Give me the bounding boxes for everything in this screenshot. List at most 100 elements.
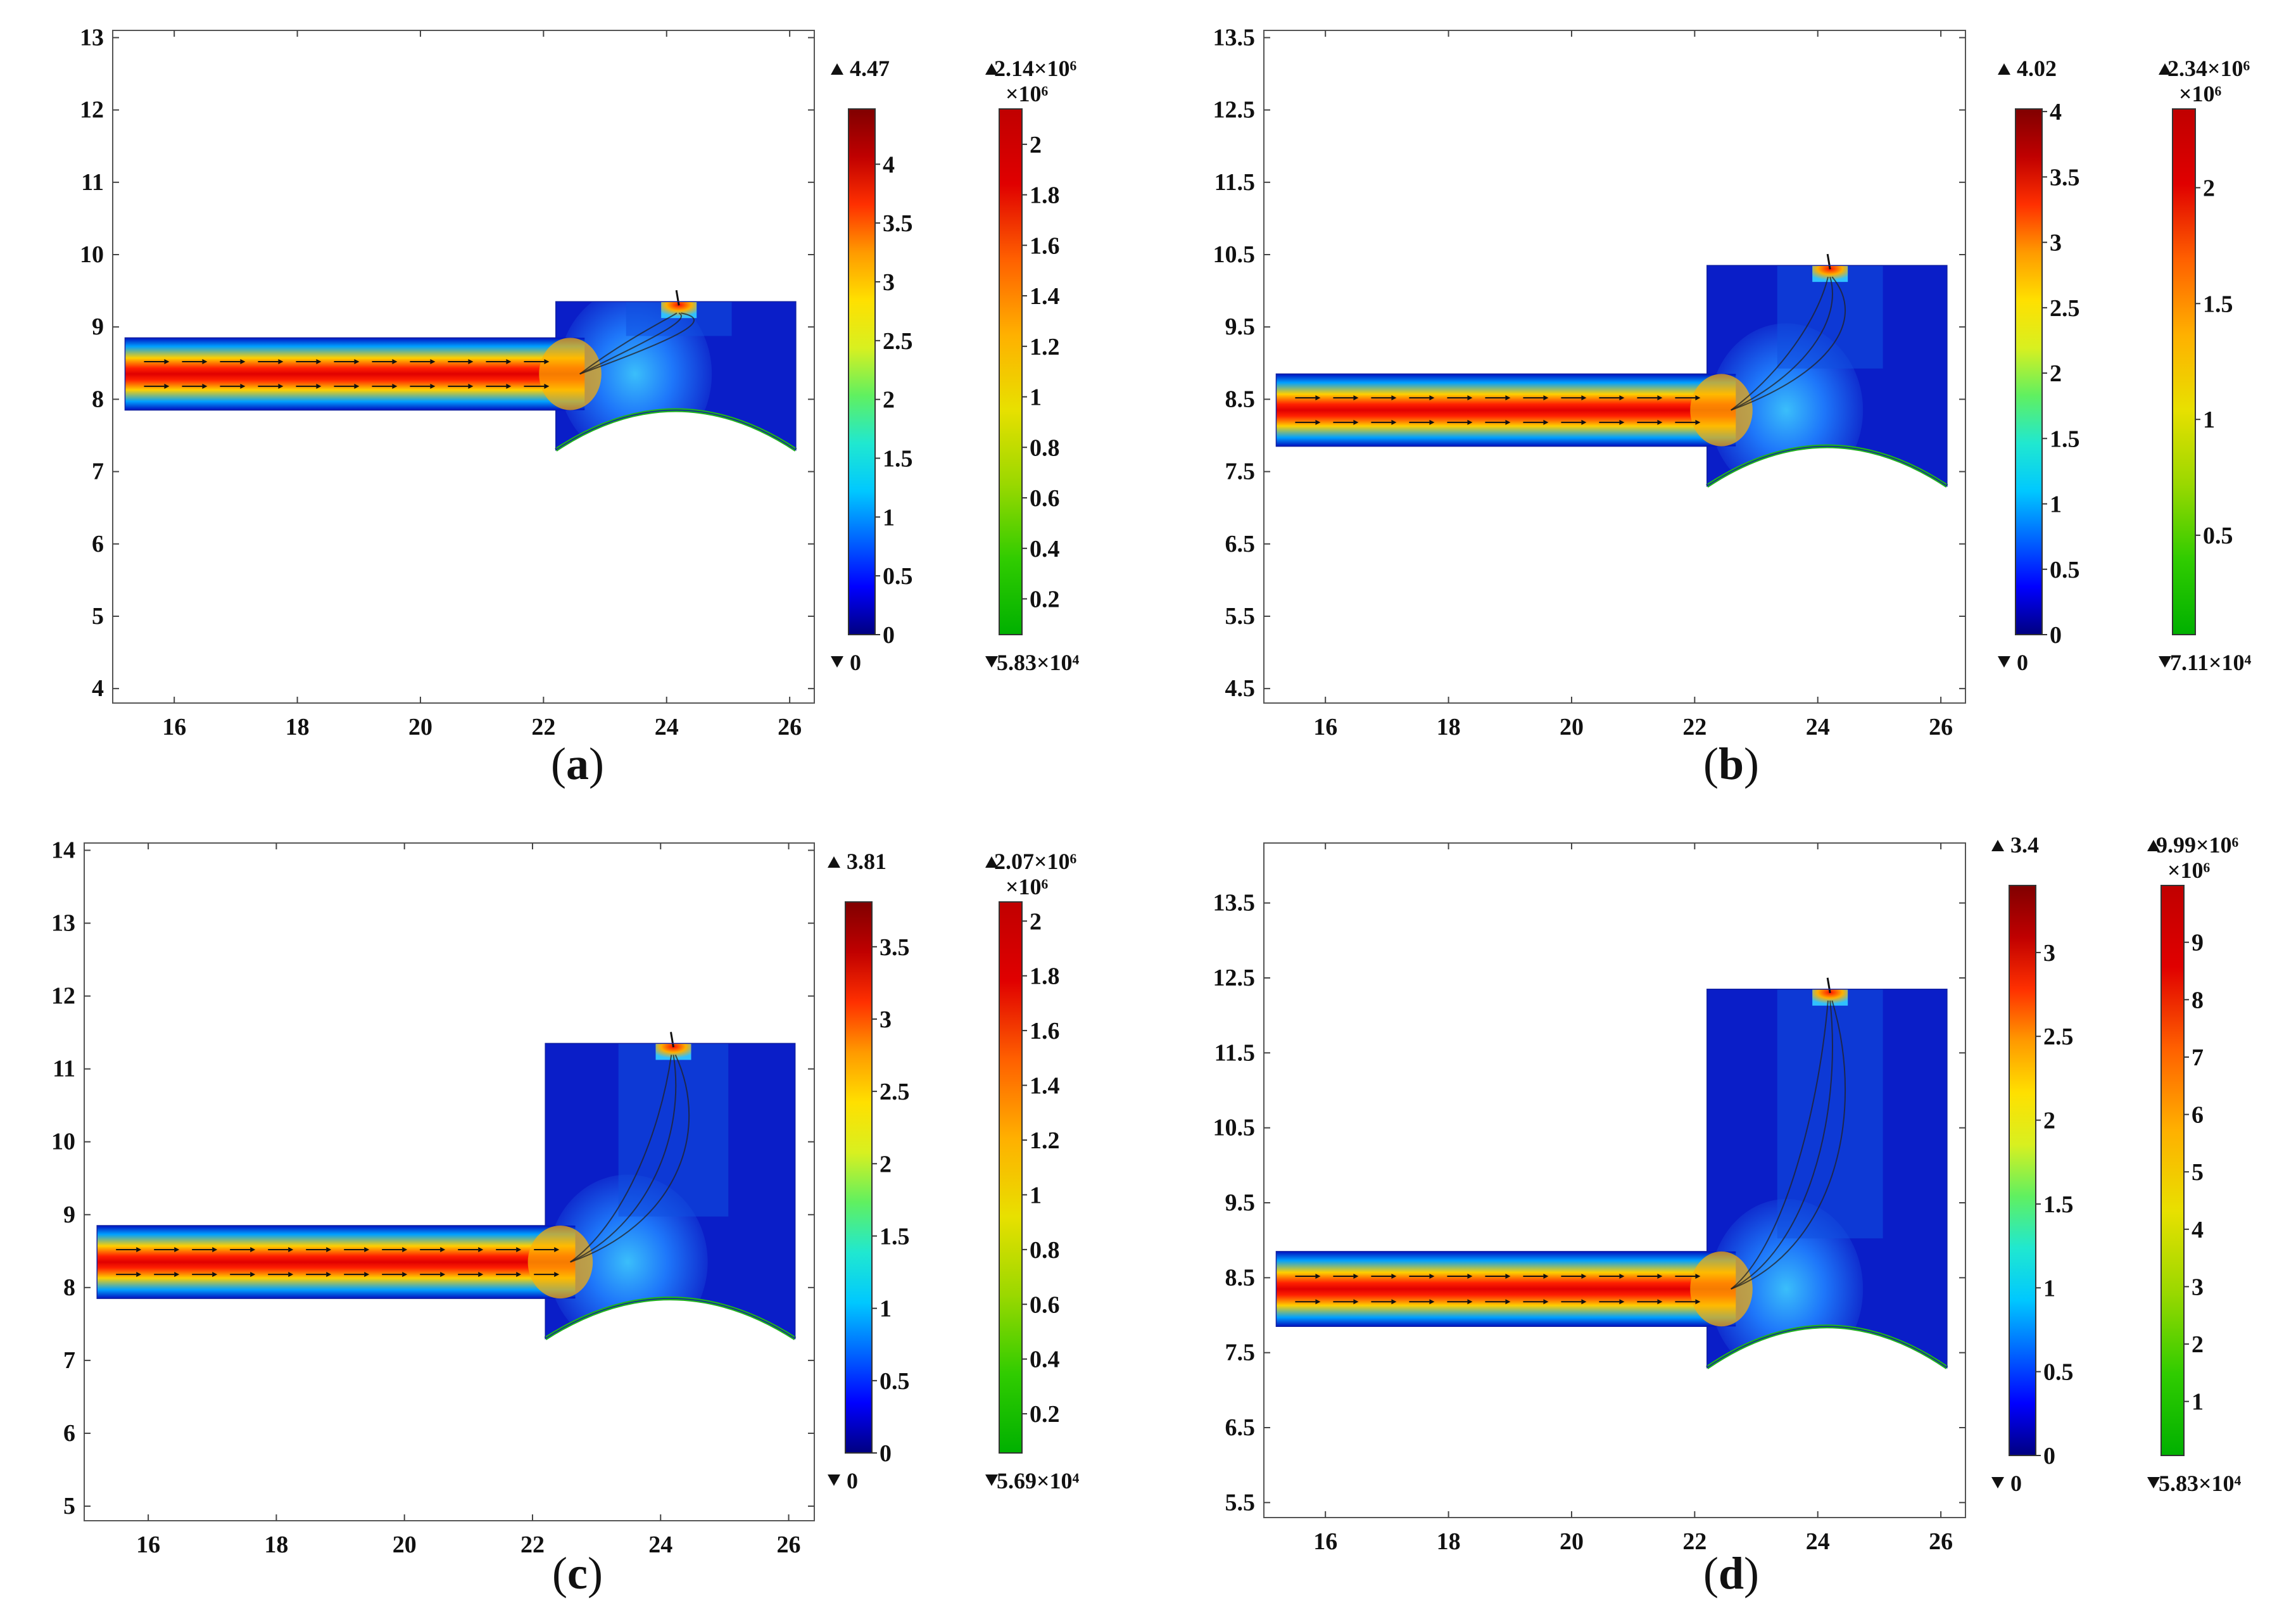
velocity-tick-label: 3.5	[2050, 164, 2080, 191]
x-tick-label: 16	[136, 1531, 160, 1558]
y-tick-label: 12	[51, 983, 75, 1010]
flow-arrow-head	[506, 383, 512, 389]
streamline	[570, 1054, 690, 1263]
y-tick-label: 6	[92, 531, 104, 557]
panel-caption: (b)	[1703, 739, 1759, 789]
velocity-tick-label: 1	[2050, 491, 2062, 518]
flow-arrow-head	[174, 1247, 180, 1252]
y-tick-label: 10.5	[1213, 1115, 1256, 1141]
y-tick-label: 5	[92, 603, 104, 630]
pressure-tick-label: 1.6	[1030, 1018, 1060, 1044]
velocity-min-triangle	[1998, 656, 2010, 668]
y-tick-label: 13	[80, 24, 104, 51]
y-tick-label: 7	[63, 1347, 75, 1374]
flow-arrow-head	[1391, 1273, 1397, 1279]
pressure-tick-label: 1	[1030, 1182, 1042, 1208]
y-tick-label: 6.5	[1225, 1414, 1256, 1441]
velocity-max-triangle	[831, 63, 843, 75]
flow-arrow-head	[1657, 395, 1663, 401]
velocity-tick-label: 1	[2043, 1275, 2055, 1302]
caption-letter: c	[567, 1548, 588, 1599]
plume-glow	[618, 1043, 729, 1217]
x-tick-label: 26	[1929, 714, 1953, 740]
y-tick-label: 6.5	[1225, 531, 1256, 557]
pressure-max-triangle	[2159, 63, 2171, 75]
flow-arrow-head	[544, 359, 550, 365]
velocity-colorbar	[2009, 885, 2036, 1456]
flow-arrow-head	[278, 359, 284, 365]
pressure-colorbar	[2172, 108, 2196, 635]
pressure-tick-label: 7	[2192, 1044, 2204, 1071]
flow-arrow-head	[554, 1247, 560, 1252]
flow-arrow-head	[1467, 419, 1473, 425]
flow-arrow-head	[1467, 1273, 1473, 1279]
pressure-tick-label: 0.2	[1030, 587, 1060, 613]
flow-arrow-head	[1505, 1299, 1511, 1305]
flow-arrow-head	[1353, 419, 1359, 425]
streamline	[1731, 276, 1829, 411]
caption-letter: d	[1719, 1548, 1744, 1599]
caption-close: )	[588, 1548, 603, 1599]
flow-arrow-head	[212, 1247, 218, 1252]
channel-jet	[1276, 1251, 1736, 1327]
flow-arrow-head	[1695, 1299, 1701, 1305]
pressure-tick-label: 1.5	[2203, 291, 2233, 317]
flow-arrow-head	[136, 1272, 142, 1278]
flow-arrow-head	[1581, 419, 1587, 425]
flow-arrow-head	[1315, 419, 1321, 425]
flow-arrow-head	[250, 1247, 256, 1252]
outlet-arrow	[670, 1032, 674, 1048]
velocity-tick-label: 0	[880, 1440, 892, 1467]
flow-arrow-head	[1429, 419, 1435, 425]
y-tick-label: 10	[80, 241, 104, 268]
pressure-min-triangle	[2147, 1477, 2160, 1488]
velocity-tick-label: 3	[883, 269, 895, 296]
velocity-tick-label: 2	[2043, 1108, 2055, 1134]
pressure-tick-label: 0.6	[1030, 1291, 1060, 1318]
y-tick-label: 9.5	[1225, 1189, 1256, 1216]
pressure-tick-label: 2	[1030, 132, 1042, 158]
velocity-tick-label: 1.5	[2043, 1191, 2074, 1218]
flow-arrow-head	[136, 1247, 142, 1252]
pressure-tick-label: 1	[2192, 1389, 2204, 1416]
pressure-min-triangle	[985, 1474, 998, 1486]
pressure-min-label: 5.69×10⁴	[997, 1468, 1080, 1493]
velocity-tick-label: 2	[2050, 360, 2062, 387]
jet-exit-hot	[539, 338, 602, 410]
y-tick-label: 13.5	[1213, 890, 1256, 916]
y-tick-label: 8.5	[1225, 1264, 1256, 1291]
velocity-tick-label: 1.5	[2050, 426, 2080, 452]
velocity-tick-label: 0.5	[883, 563, 913, 590]
flow-arrow-head	[1353, 395, 1359, 401]
caption-open: (	[1703, 739, 1719, 789]
caption-letter: a	[566, 739, 589, 789]
pressure-tick-label: 1.4	[1030, 283, 1060, 310]
channel-jet	[125, 338, 585, 410]
outlet-arrow	[1826, 977, 1831, 993]
flow-arrow-head	[212, 1272, 218, 1278]
flow-arrow-head	[1581, 1273, 1587, 1279]
x-tick-label: 22	[531, 714, 555, 740]
flow-arrow-head	[354, 383, 360, 389]
flow-arrow-head	[1505, 1273, 1511, 1279]
flow-arrow-head	[326, 1247, 332, 1252]
flow-arrow-head	[1543, 419, 1549, 425]
flow-arrow-head	[554, 1272, 560, 1278]
caption-letter: b	[1719, 739, 1744, 789]
velocity-tick-label: 2	[880, 1151, 892, 1177]
y-tick-label: 8	[92, 386, 104, 412]
pressure-min-label: 5.83×10⁴	[997, 650, 1080, 675]
x-tick-label: 20	[1560, 1528, 1584, 1555]
y-tick-label: 13.5	[1213, 24, 1256, 51]
pressure-tick-label: 4	[2192, 1217, 2204, 1243]
flow-arrow-head	[202, 383, 208, 389]
flow-arrow-head	[1391, 395, 1397, 401]
velocity-tick-label: 0.5	[880, 1368, 910, 1395]
x-tick-label: 24	[1806, 1528, 1830, 1555]
y-tick-label: 9	[63, 1202, 75, 1228]
flow-arrow-head	[1619, 1299, 1625, 1305]
x-tick-label: 22	[1682, 714, 1706, 740]
panel-caption: (c)	[552, 1548, 603, 1599]
y-tick-label: 4.5	[1225, 675, 1256, 702]
pressure-multiplier: ×10⁶	[2167, 858, 2211, 883]
